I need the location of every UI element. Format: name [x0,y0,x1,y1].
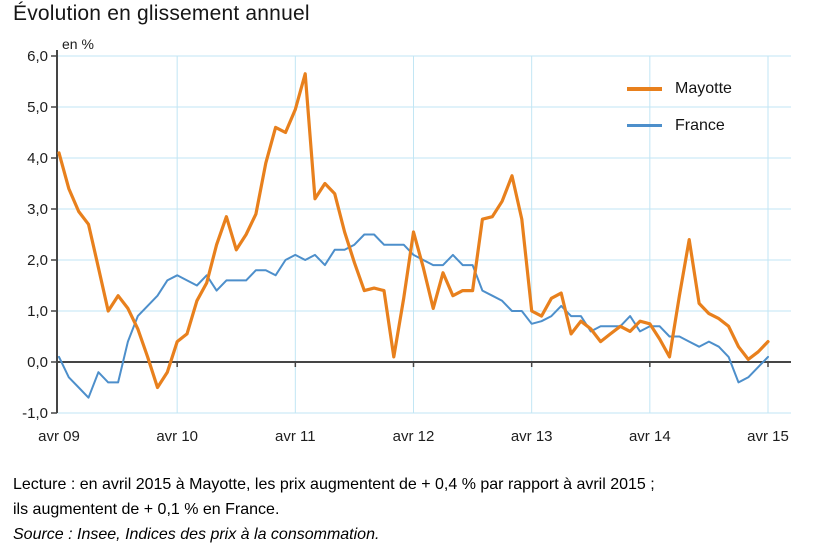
x-tick-label: avr 14 [629,428,671,445]
mayotte-line-sample-icon [627,86,662,91]
y-tick-label: 1,0 [27,303,48,320]
page-title: Évolution en glissement annuel [13,2,310,25]
legend-label-mayotte: Mayotte [675,79,732,97]
x-tick-label: avr 10 [156,428,198,445]
y-tick-label: 4,0 [27,150,48,167]
y-axis-unit-label: en % [62,36,94,52]
source-note: Source : Insee, Indices des prix à la co… [13,526,380,543]
y-tick-label: -1,0 [22,405,48,422]
line-chart: 6,0 5,0 4,0 3,0 2,0 1,0 0,0 -1,0 avr 09 avr 10 avr… [22,48,791,445]
y-tick-label: 3,0 [27,201,48,218]
y-tick-label: 0,0 [27,354,48,371]
y-tick-label: 5,0 [27,99,48,116]
legend-item-mayotte: Mayotte [627,70,732,107]
chart-legend: Mayotte France [627,70,732,144]
legend-item-france: France [627,107,732,144]
france-line-sample-icon [627,124,662,127]
lecture-note: Lecture : en avril 2015 à Mayotte, les p… [13,476,655,518]
x-tick-label: avr 09 [38,428,80,445]
legend-label-france: France [675,116,725,134]
x-tick-label: avr 12 [393,428,435,445]
x-tick-label: avr 11 [275,428,316,445]
x-tick-label: avr 13 [511,428,553,445]
series-line-mayotte [57,72,770,390]
y-tick-label: 2,0 [27,252,48,269]
y-tick-label: 6,0 [27,48,48,65]
x-tick-label: avr 15 [747,428,789,445]
